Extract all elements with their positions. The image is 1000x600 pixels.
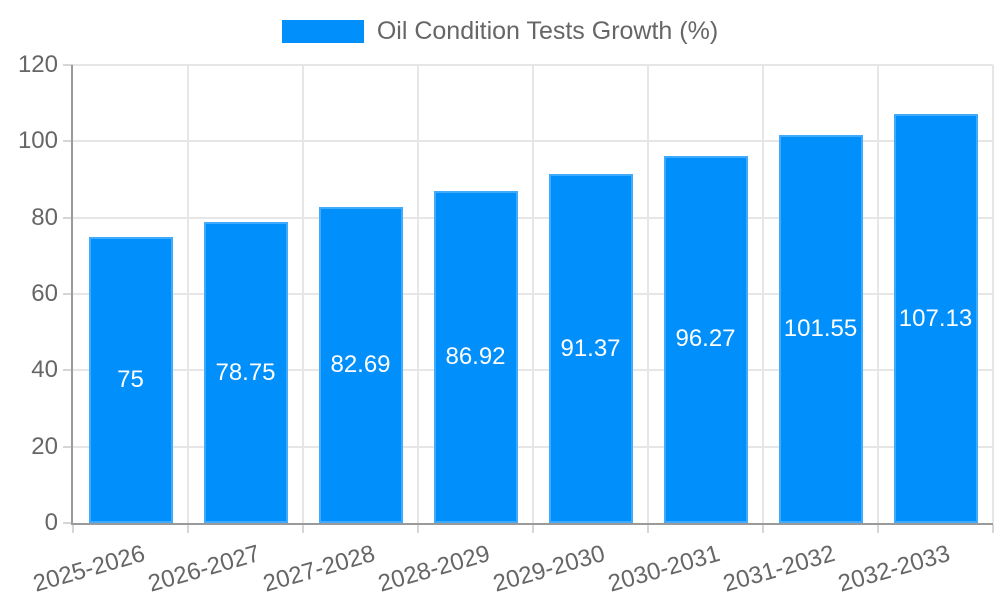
y-tick-mark [63,64,73,66]
gridline-vertical [877,65,879,523]
bar-value-label: 82.69 [330,351,391,379]
bar[interactable]: 91.37 [548,174,633,523]
x-tick-mark [877,524,879,533]
y-axis-tick-label: 120 [17,51,58,78]
x-tick-mark [992,524,994,533]
bar[interactable]: 86.92 [433,191,518,523]
gridline-vertical [417,65,419,523]
bar-value-label: 96.27 [675,325,736,353]
gridline-vertical [762,65,764,523]
gridline-vertical [992,65,994,523]
x-axis-line [71,523,993,525]
y-axis-tick-label: 20 [31,432,58,460]
legend-label: Oil Condition Tests Growth (%) [376,16,719,45]
bar[interactable]: 82.69 [318,207,403,523]
bar-value-label: 91.37 [560,334,621,362]
y-tick-mark [63,293,73,295]
y-axis-tick-label: 100 [17,127,58,155]
x-axis-tick-label: 2032-2033 [834,540,953,598]
x-axis-tick-label: 2029-2030 [489,540,608,598]
x-axis-tick-label: 2028-2029 [374,540,493,598]
bar[interactable]: 96.27 [663,155,748,523]
y-axis-tick-label: 80 [31,203,58,231]
gridline-vertical [302,65,304,523]
x-tick-mark [762,524,764,533]
x-tick-mark [647,524,649,533]
x-tick-mark [532,524,534,533]
x-tick-mark [417,524,419,533]
y-tick-mark [63,140,73,143]
x-axis-tick-label: 2025-2026 [29,540,148,598]
y-axis-tick-label: 0 [44,509,58,536]
bar[interactable]: 107.13 [893,114,978,523]
bar[interactable]: 75 [88,236,173,523]
bar[interactable]: 78.75 [203,222,288,523]
y-axis-line [71,65,73,525]
bar-value-label: 86.92 [445,343,506,371]
bar-value-label: 107.13 [898,304,973,332]
y-tick-mark [63,216,73,219]
legend-swatch [281,19,364,43]
legend: Oil Condition Tests Growth (%) [0,13,1000,49]
gridline-vertical [532,65,534,523]
legend-item[interactable]: Oil Condition Tests Growth (%) [281,16,719,46]
y-tick-mark [63,522,73,524]
x-tick-mark [72,524,74,533]
bar-value-label: 75 [117,365,144,393]
x-tick-mark [302,524,304,533]
x-tick-mark [187,524,189,533]
bar-value-label: 101.55 [783,315,858,343]
x-axis-tick-label: 2031-2032 [719,540,838,598]
gridline-vertical [187,65,189,523]
x-axis-tick-label: 2027-2028 [259,540,378,598]
x-axis-tick-label: 2026-2027 [144,540,263,598]
y-tick-mark [63,445,73,448]
y-tick-mark [63,369,73,372]
bar[interactable]: 101.55 [778,135,863,523]
bar-value-label: 78.75 [215,358,276,386]
gridline-vertical [647,65,649,523]
x-axis-tick-label: 2030-2031 [604,540,723,598]
y-axis-tick-label: 40 [31,356,58,384]
y-axis-tick-label: 60 [31,280,58,307]
